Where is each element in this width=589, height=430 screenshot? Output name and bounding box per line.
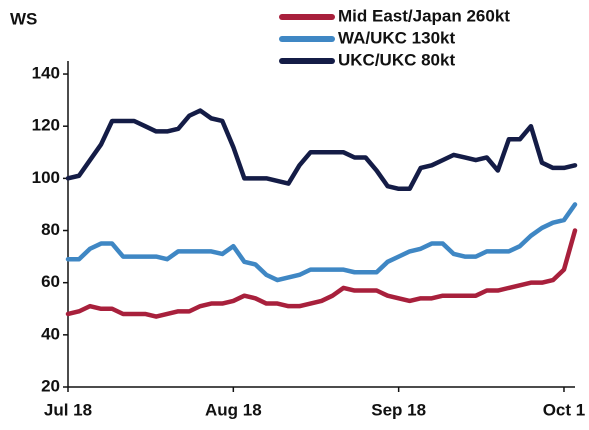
y-tick-label: 120 [32, 116, 60, 135]
line-series [65, 228, 578, 319]
y-tick-label: 100 [32, 168, 60, 187]
x-tick-label: Jul 18 [44, 400, 92, 419]
legend-label: WA/UKC 130kt [338, 28, 455, 47]
legend-label: Mid East/Japan 260kt [338, 6, 510, 25]
x-tick-label: Sep 18 [371, 400, 426, 419]
x-tick-label: Oct 1 [543, 400, 586, 419]
y-tick-label: 20 [41, 376, 60, 395]
x-tick-label: Aug 18 [205, 400, 262, 419]
y-axis-label: WS [10, 9, 37, 28]
y-tick-label: 60 [41, 272, 60, 291]
line-series [65, 202, 578, 283]
y-tick-label: 140 [32, 64, 60, 83]
legend-label: UKC/UKC 80kt [338, 50, 455, 69]
y-tick-label: 40 [41, 324, 60, 343]
line-series [65, 108, 578, 192]
y-tick-label: 80 [41, 220, 60, 239]
